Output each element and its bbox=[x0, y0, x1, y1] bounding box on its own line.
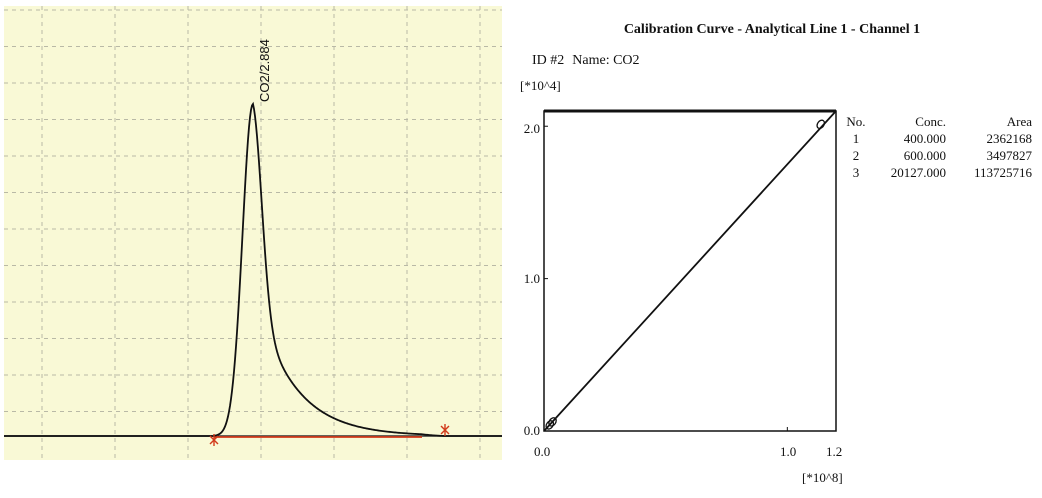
id-label: ID #2 bbox=[532, 53, 565, 68]
chromatogram-peak-trace bbox=[4, 101, 502, 437]
calibration-title: Calibration Curve - Analytical Line 1 - … bbox=[623, 22, 921, 37]
chromatogram-grid bbox=[4, 6, 502, 460]
calibration-points bbox=[545, 119, 826, 430]
y-tick-1: 1.0 bbox=[523, 271, 540, 286]
table-row: 2 600.000 3497827 bbox=[842, 147, 1032, 164]
x-tick-2: 1.2 bbox=[826, 444, 843, 459]
row-no: 2 bbox=[852, 148, 860, 163]
peak-label: CO2/2.884 bbox=[257, 39, 272, 102]
calibration-ticks bbox=[543, 125, 837, 432]
x-exponent-label: [*10^8] bbox=[802, 470, 843, 485]
id-line: ID #2 Name: CO2 bbox=[532, 53, 648, 69]
row-area: 3497827 bbox=[986, 148, 1033, 163]
x-tick-1: 1.0 bbox=[780, 444, 797, 459]
row-conc: 400.000 bbox=[903, 131, 946, 146]
baseline-start-marker bbox=[209, 434, 219, 446]
calibration-fit-line bbox=[543, 110, 837, 432]
table-row: 1 400.000 2362168 bbox=[842, 130, 1032, 147]
header-no: No. bbox=[846, 114, 866, 129]
y-tick-2: 2.0 bbox=[523, 121, 540, 136]
chromatogram-svg: CO2/2.884 bbox=[4, 6, 502, 460]
x-tick-0: 0.0 bbox=[534, 444, 551, 459]
row-area: 2362168 bbox=[986, 131, 1033, 146]
calibration-table: No. Conc. Area 1 400.000 2362168 2 600.0… bbox=[842, 113, 1032, 181]
y-exponent-label: [*10^4] bbox=[520, 78, 561, 93]
calibration-point bbox=[548, 417, 557, 427]
table-header-row: No. Conc. Area bbox=[842, 113, 1032, 130]
row-no: 1 bbox=[852, 131, 860, 146]
row-conc: 600.000 bbox=[903, 148, 946, 163]
calibration-point bbox=[816, 119, 826, 130]
y-tick-0: 0.0 bbox=[523, 423, 540, 438]
row-conc: 20127.000 bbox=[890, 165, 946, 180]
header-conc: Conc. bbox=[915, 114, 946, 129]
calibration-point bbox=[545, 420, 555, 430]
chromatogram-panel: CO2/2.884 bbox=[4, 6, 502, 460]
row-no: 3 bbox=[852, 165, 860, 180]
table-row: 3 20127.000 113725716 bbox=[842, 164, 1032, 181]
baseline-end-marker bbox=[440, 424, 450, 436]
header-area: Area bbox=[1006, 114, 1032, 129]
row-area: 113725716 bbox=[973, 165, 1032, 180]
name-label: Name: CO2 bbox=[572, 53, 640, 68]
